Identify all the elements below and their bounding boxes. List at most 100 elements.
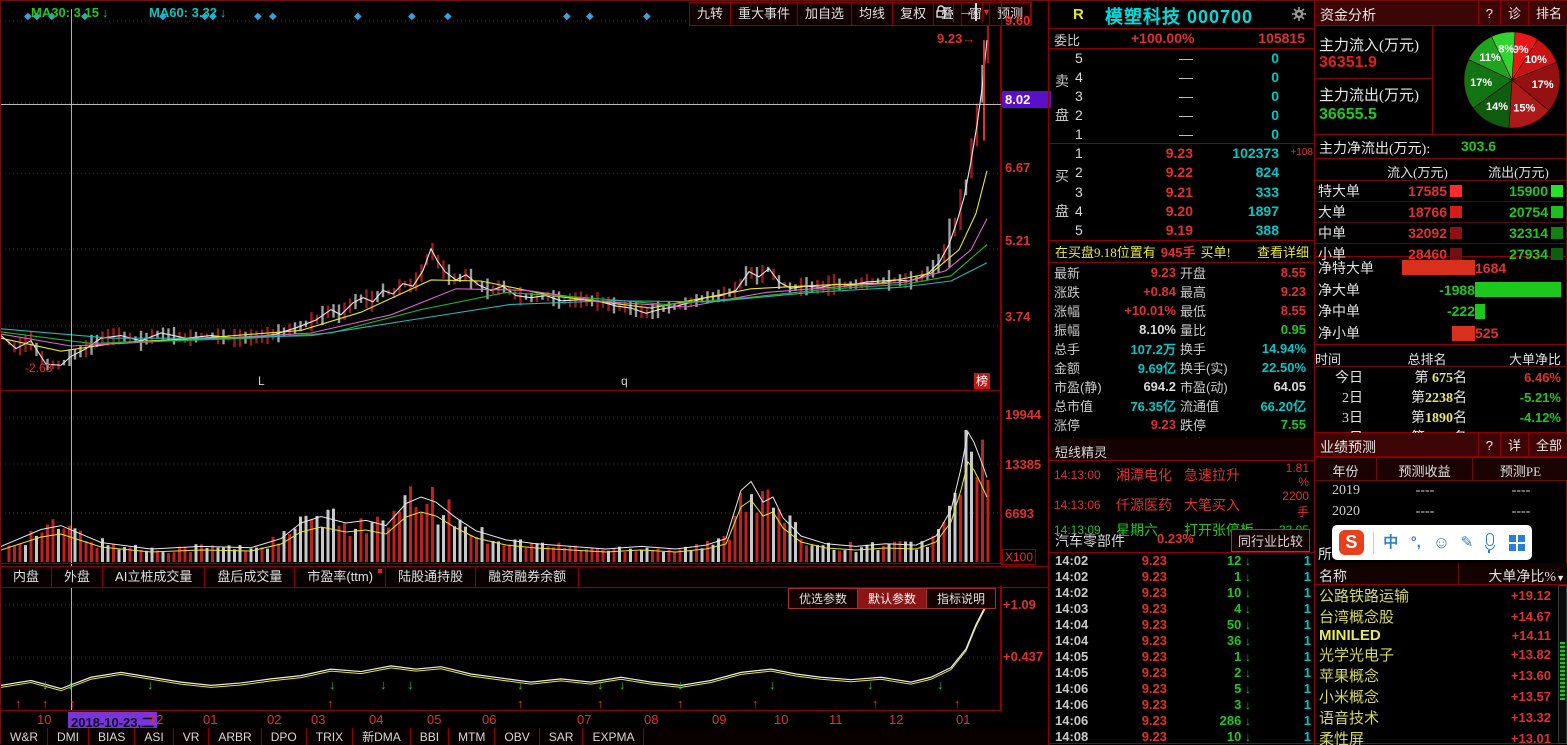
concept-list[interactable]: 公路铁路运输 +19.12 台湾概念股 +14.67 MINILED +14.1… — [1315, 585, 1561, 745]
buy-order-row[interactable]: 3 9.21 333 — [1049, 182, 1315, 201]
concept-ratio: +13.82 — [1510, 647, 1551, 662]
sentinel-list: 14:13:00 湘潭电化 急速拉升 1.81 % 14:13:06 仟源医药 … — [1049, 461, 1315, 539]
concept-list-row[interactable]: 柔性屏 +13.01 — [1315, 728, 1561, 745]
sell-order-row[interactable]: 5 — 0 — [1049, 48, 1315, 67]
rank-badge[interactable]: 榜 — [974, 373, 990, 389]
volume-tab[interactable]: AI立桩成交量 — [103, 567, 206, 587]
toolbar-button[interactable]: 重大事件 — [731, 3, 799, 25]
title-bar-button[interactable]: 诊 — [1499, 1, 1528, 25]
buy-order-row[interactable]: 2 9.22 824 — [1049, 162, 1315, 181]
time-sales-row: 14:02 9.23 10 ↓ 1 — [1049, 584, 1315, 600]
concept-list-row[interactable]: MINILED +14.11 — [1315, 627, 1561, 644]
indicator-tab[interactable]: SAR — [540, 728, 584, 745]
rank-table-row: 3日 第1890名 -4.12% — [1315, 407, 1567, 427]
view-detail-link[interactable]: 查看详细 — [1256, 244, 1309, 260]
chinese-mode-icon[interactable]: 中 — [1383, 534, 1399, 551]
emoji-icon[interactable]: ☺ — [1432, 533, 1451, 552]
title-bar-button[interactable]: 排名 — [1527, 1, 1567, 25]
indicator-axis-label: +1.09 — [1003, 597, 1036, 612]
indicator-tab[interactable]: OBV — [495, 728, 540, 745]
sell-order-row[interactable]: 2 — 0 — [1049, 105, 1315, 124]
param-button[interactable]: 指标说明 — [926, 588, 997, 609]
indicator-tab[interactable]: DMI — [48, 728, 89, 745]
concept-ratio-header[interactable]: 大单净比%▼ — [1488, 570, 1565, 585]
tick-down-icon: ↓ — [1245, 569, 1251, 584]
industry-compare-button[interactable]: 同行业比较 — [1230, 529, 1310, 552]
concept-list-row[interactable]: 公路铁路运输 +19.12 — [1315, 585, 1561, 606]
toolbar-button[interactable]: 加自选 — [798, 3, 853, 25]
dropdown-caret-icon[interactable]: ▼ — [982, 7, 991, 17]
kline-chart[interactable] — [1, 1, 1001, 391]
indicator-tab[interactable]: DPO — [262, 728, 307, 745]
title-bar-button[interactable]: ? — [1477, 433, 1500, 457]
toolbox-grid-icon[interactable] — [1509, 534, 1525, 551]
tick-price: 9.23 — [1141, 600, 1167, 616]
indicator-tab[interactable]: ARBR — [209, 728, 262, 745]
buy-order-row[interactable]: 1 9.23 102373 +108 — [1049, 143, 1315, 162]
toolbar-button[interactable]: 均线 — [852, 3, 894, 25]
indicator-chart[interactable]: ↓ ↓ ↓ ↓ ↓ ↓ ↓ ↓ ↓ ↓ ↓ ↓ ↓ ↑ ↑ ↑ ↑ ↑ ↑ ↑ ↑ ↑ ↑ — [1, 586, 1001, 711]
gear-icon[interactable] — [1291, 6, 1307, 27]
concept-list-row[interactable]: 语音技术 +13.32 — [1315, 707, 1561, 728]
volume-tab[interactable]: 内盘 — [1, 567, 53, 587]
sell-order-row[interactable]: 3 — 0 — [1049, 86, 1315, 105]
buy-order-row[interactable]: 4 9.20 1897 — [1049, 201, 1315, 220]
volume-tab[interactable]: 融资融券余额 — [476, 567, 580, 587]
indicator-tab[interactable]: TRIX — [307, 728, 354, 745]
sogou-logo-icon[interactable]: S — [1339, 530, 1364, 555]
sentinel-row[interactable]: 14:13:06 仟源医药 大笔买入 2200手 — [1049, 489, 1315, 520]
volume-tab[interactable]: 外盘 — [52, 567, 104, 587]
sentinel-row[interactable]: 14:13:00 湘潭电化 急速拉升 1.81 % — [1049, 461, 1315, 489]
toolbar-button[interactable]: 复权 — [893, 3, 935, 25]
time-sales-list[interactable]: 14:02 9.23 12 ↓ 1 14:02 9.23 1 ↓ 1 14:02… — [1049, 552, 1315, 745]
sell-order-row[interactable]: 1 — 0 — [1049, 124, 1315, 143]
param-button[interactable]: 优选参数 — [788, 588, 859, 609]
volume-chart[interactable] — [1, 391, 1001, 564]
sentinel-time: 14:13:06 — [1054, 497, 1101, 512]
title-bar-button[interactable]: 全部 — [1527, 433, 1567, 457]
indicator-tab[interactable]: 新DMA — [353, 728, 411, 745]
r-badge: R — [1073, 6, 1084, 23]
volume-tab[interactable]: 陆股通持股 — [386, 567, 477, 587]
sogou-input-toolbar[interactable]: S 中 °, ☺ ✎ — [1332, 525, 1532, 560]
concept-list-row[interactable]: 小米概念 +13.57 — [1315, 686, 1561, 707]
scrollbar-thumb[interactable] — [1560, 642, 1565, 700]
buy-order-row[interactable]: 5 9.19 388 — [1049, 221, 1315, 240]
concept-name-header[interactable]: 名称 — [1315, 563, 1459, 586]
indicator-tab[interactable]: MTM — [449, 728, 496, 745]
weibi-row: 委比 +100.00% 105815 — [1049, 28, 1315, 49]
next-page-icon[interactable]: → — [953, 2, 983, 22]
indicator-tab[interactable]: ASI — [135, 728, 174, 745]
param-button[interactable]: 默认参数 — [857, 588, 928, 609]
title-bar-button[interactable]: 详 — [1499, 433, 1528, 457]
stat-label: 流通值 — [1180, 399, 1220, 414]
net-bar-row: 净中单 -222 -222 — [1315, 301, 1567, 323]
lock-icon[interactable] — [929, 2, 954, 22]
title-bar-button[interactable]: ? — [1477, 1, 1500, 25]
indicator-tab[interactable]: BBI — [411, 728, 450, 745]
indicator-tab[interactable]: BIAS — [89, 728, 136, 745]
indicator-tab[interactable]: VR — [174, 728, 210, 745]
list-scrollbar[interactable] — [1558, 585, 1567, 744]
toolbar-button[interactable]: 九转 — [690, 3, 732, 25]
volume-tab[interactable]: 盘后成交量 — [205, 567, 296, 587]
microphone-icon[interactable] — [1484, 532, 1500, 554]
concept-list-row[interactable]: 苹果概念 +13.60 — [1315, 665, 1561, 686]
pencil-icon[interactable]: ✎ — [1460, 534, 1474, 551]
punctuation-icon[interactable]: °, — [1410, 534, 1421, 551]
level-number: 2 — [1075, 164, 1083, 181]
tick-time: 14:08 — [1055, 729, 1089, 745]
volume-tab[interactable]: 市盈率(ttm) — [295, 567, 387, 587]
concept-list-row[interactable]: 台湾概念股 +14.67 — [1315, 606, 1561, 627]
indicator-tab[interactable]: EXPMA — [583, 728, 645, 745]
toolbar-button[interactable]: 预测 — [990, 3, 1032, 25]
sell-order-row[interactable]: 4 — 0 — [1049, 67, 1315, 86]
indicator-tab[interactable]: W&R — [1, 728, 48, 745]
net-bar-row: 净大单 -1988 -1988 — [1315, 279, 1567, 301]
chart-marker-q: q — [621, 374, 628, 388]
order-price: 9.19 — [1165, 222, 1193, 239]
concept-list-row[interactable]: 光学光电子 +13.82 — [1315, 644, 1561, 665]
stats-row: 总手 107.2万 换手 14.94% — [1049, 339, 1315, 358]
quote-header: R 模塑科技 000700 — [1049, 1, 1315, 29]
rank-header-rank: 总排名 — [1407, 352, 1447, 367]
